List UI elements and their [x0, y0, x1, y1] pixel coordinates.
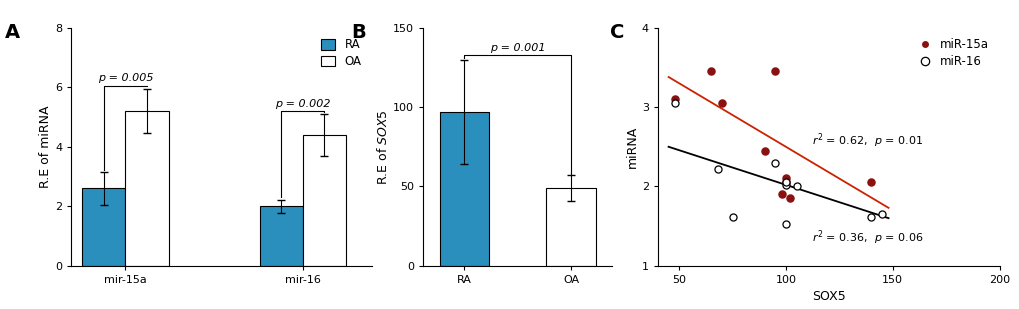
- Bar: [260, 206, 303, 266]
- Text: p = 0.002: p = 0.002: [275, 99, 330, 109]
- Point: [666, 97, 683, 102]
- Point: [777, 176, 794, 181]
- Bar: [439, 112, 488, 266]
- X-axis label: SOX5: SOX5: [811, 290, 845, 303]
- Text: $r^2$ = 0.62,  $p$ = 0.01: $r^2$ = 0.62, $p$ = 0.01: [811, 131, 922, 150]
- Point: [777, 180, 794, 185]
- Point: [766, 69, 783, 74]
- Bar: [83, 188, 125, 266]
- Legend: RA, OA: RA, OA: [316, 34, 366, 73]
- Point: [766, 160, 783, 165]
- Legend: miR-15a, miR-16: miR-15a, miR-16: [907, 34, 993, 73]
- Text: p = 0.005: p = 0.005: [98, 74, 153, 83]
- Text: C: C: [609, 23, 624, 42]
- Point: [777, 182, 794, 187]
- Bar: [125, 111, 168, 266]
- Text: B: B: [352, 23, 366, 42]
- Point: [782, 196, 798, 201]
- Point: [777, 222, 794, 227]
- Y-axis label: miRNA: miRNA: [626, 126, 638, 168]
- Point: [709, 167, 726, 171]
- Bar: [546, 188, 595, 266]
- Y-axis label: R.E of miRNA: R.E of miRNA: [40, 106, 52, 188]
- Point: [702, 69, 718, 74]
- Text: $r^2$ = 0.36,  $p$ = 0.06: $r^2$ = 0.36, $p$ = 0.06: [811, 229, 922, 247]
- Text: p = 0.001: p = 0.001: [489, 43, 545, 53]
- Point: [862, 214, 878, 219]
- Bar: [303, 135, 345, 266]
- Text: A: A: [5, 23, 20, 42]
- Point: [788, 184, 804, 189]
- Point: [756, 148, 772, 153]
- Point: [666, 101, 683, 106]
- Y-axis label: R.E of $SOX5$: R.E of $SOX5$: [376, 109, 390, 185]
- Point: [873, 212, 890, 217]
- Point: [772, 192, 789, 197]
- Point: [723, 214, 740, 219]
- Point: [713, 101, 730, 106]
- Point: [862, 180, 878, 185]
- Point: [777, 180, 794, 185]
